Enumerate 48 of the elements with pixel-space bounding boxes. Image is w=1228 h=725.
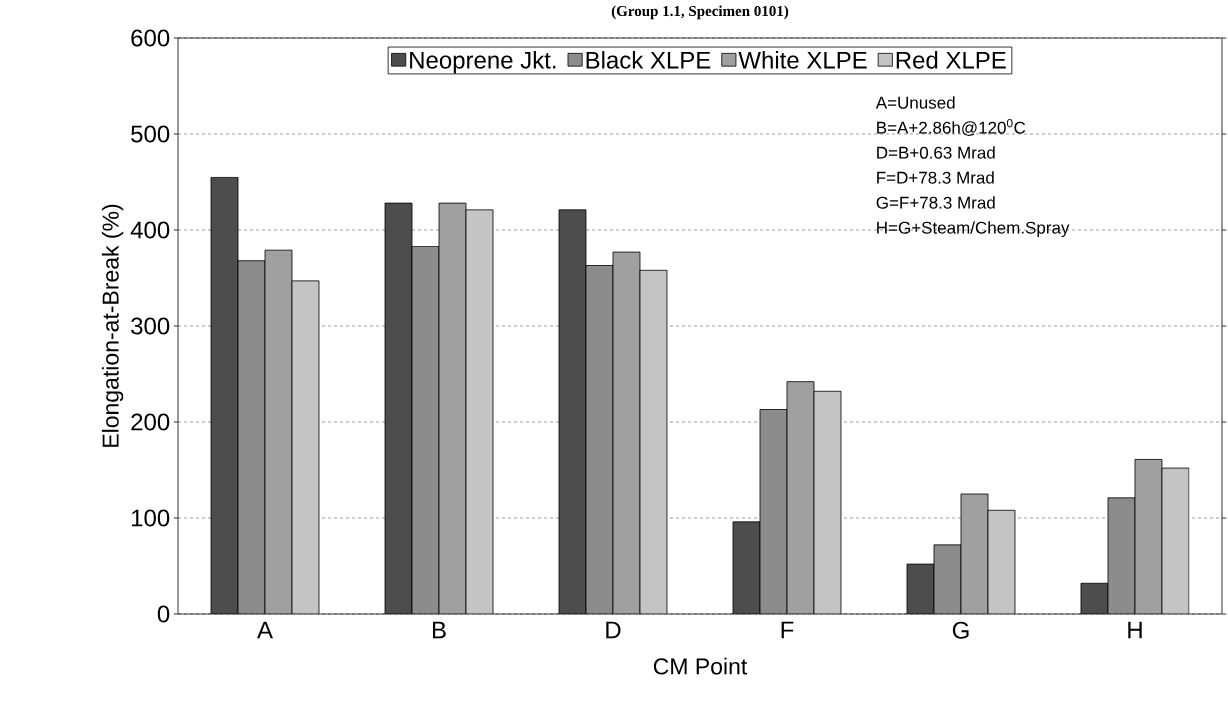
- bar: [639, 269, 668, 614]
- annotation: A=Unused: [875, 96, 955, 109]
- bar: [732, 521, 761, 614]
- bar: [813, 390, 842, 614]
- legend-label: Red XLPE: [896, 51, 1006, 69]
- bar: [210, 176, 239, 614]
- y-tick-label: 200: [131, 413, 170, 431]
- bar: [291, 280, 320, 614]
- y-tick-label: 600: [131, 29, 170, 47]
- x-tick-label: A: [257, 621, 273, 639]
- bar: [264, 249, 293, 614]
- annotation: G=F+78.3 Mrad: [876, 196, 995, 209]
- annotation: B=A+2.86h@120$^{0}$C: [877, 118, 1026, 136]
- x-tick-label: H: [1128, 621, 1142, 639]
- bar: [1161, 467, 1190, 614]
- bar: [237, 260, 266, 614]
- bar: [786, 381, 815, 614]
- annotation: F=D+78.3 Mrad: [877, 171, 994, 184]
- bar: [439, 203, 466, 614]
- annotation: D=B+0.63 Mrad: [877, 146, 995, 159]
- bar: [1107, 497, 1136, 614]
- bar: [759, 409, 788, 614]
- y-tick-label: 500: [131, 125, 170, 143]
- y-tick-label: 100: [132, 509, 170, 527]
- x-tick-label: G: [952, 621, 969, 639]
- legend-label: Black XLPE: [586, 51, 711, 69]
- x-tick-label: B: [432, 621, 446, 639]
- bar: [612, 251, 641, 614]
- chart-title: (Group 1.1, Specimen 0101): [611, 5, 789, 20]
- bar: [1134, 459, 1163, 614]
- bar: [585, 265, 614, 614]
- x-tick-label: F: [781, 621, 794, 639]
- bar: [385, 203, 413, 614]
- bar: [960, 493, 989, 614]
- legend-label: Neoprene Jkt.: [410, 51, 556, 74]
- bar: [412, 246, 439, 614]
- y-tick-label: 0: [157, 605, 170, 623]
- legend-label: White XLPE: [738, 51, 867, 69]
- bar: [987, 509, 1016, 614]
- y-tick-label: 300: [131, 317, 170, 335]
- bar: [466, 209, 493, 614]
- x-axis-title: CM Point: [653, 657, 748, 675]
- y-tick-label: 400: [130, 221, 170, 239]
- bar: [933, 544, 962, 614]
- bar: [558, 209, 587, 614]
- x-tick-label: D: [606, 621, 621, 639]
- y-axis-title: Elongation-at-Break (%): [101, 204, 124, 447]
- annotation: H=G+Steam/Chem.Spray: [877, 221, 1070, 238]
